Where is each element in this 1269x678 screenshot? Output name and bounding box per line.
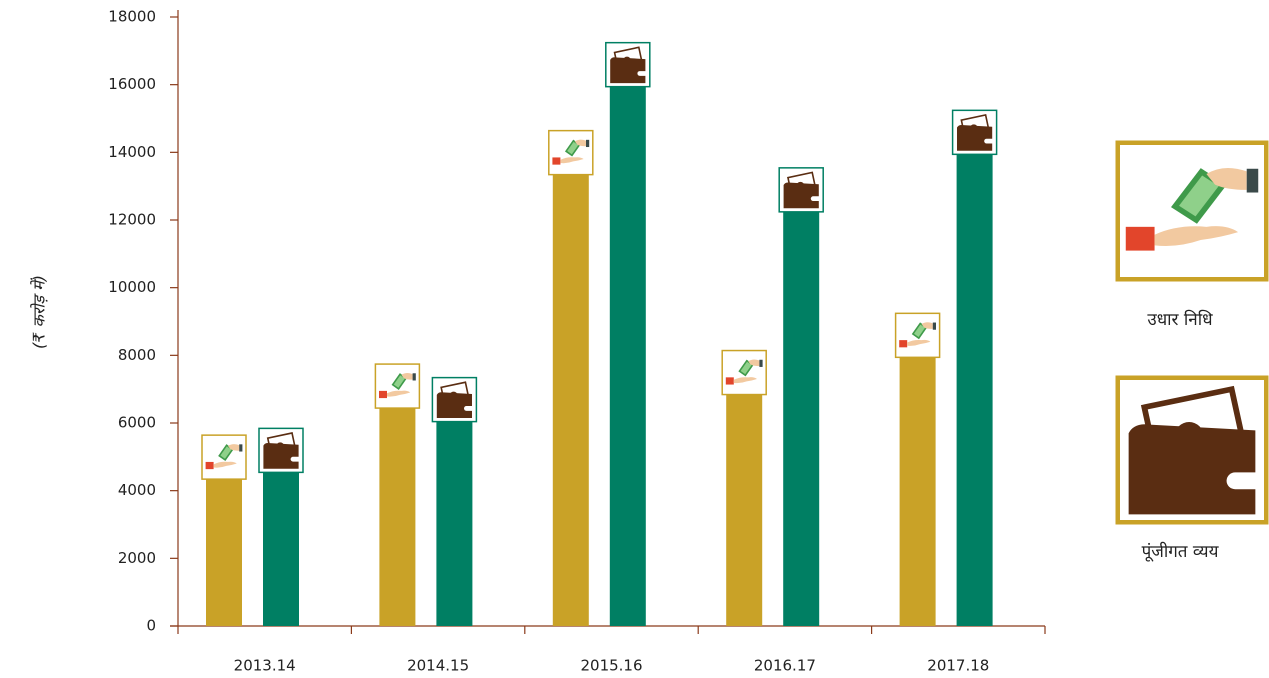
bar — [552, 172, 589, 626]
legend-label: पूंजीगत व्यय — [1142, 541, 1220, 562]
legend-frame — [1115, 375, 1269, 525]
y-tick-label: 16000 — [108, 75, 156, 93]
bar — [379, 406, 416, 626]
bar-icon-image — [377, 366, 418, 407]
bar — [206, 477, 242, 626]
legend-frame — [1115, 140, 1269, 282]
bar-icon-image — [606, 43, 649, 86]
bar-icon — [721, 349, 767, 396]
legend-icon — [1120, 145, 1264, 277]
x-tick-label: 2014.15 — [407, 657, 469, 675]
legend-icon — [1120, 380, 1264, 520]
bar-icon — [374, 363, 421, 409]
legend-label: उधार निधि — [1147, 309, 1213, 330]
bar — [263, 470, 299, 626]
bar-icon-image — [260, 429, 302, 472]
bar — [899, 355, 936, 626]
y-tick-label: 6000 — [118, 414, 156, 432]
y-axis-title: (₹ करोड़ में) — [30, 275, 49, 349]
x-tick-label: 2015.16 — [580, 657, 642, 675]
y-tick-label: 0 — [146, 617, 156, 635]
bar-icon-image — [724, 352, 765, 393]
bar-icon — [201, 434, 247, 480]
y-tick-label: 8000 — [118, 346, 156, 364]
y-tick-label: 4000 — [118, 481, 156, 499]
bar — [726, 392, 763, 626]
bar-icon-image — [780, 169, 823, 211]
bar-icon — [548, 129, 594, 176]
bar-icon-image — [953, 111, 996, 154]
y-tick-label: 10000 — [108, 278, 156, 296]
bar-icon-image — [550, 132, 591, 173]
bar-icon — [894, 312, 941, 359]
y-tick-label: 14000 — [108, 143, 156, 161]
bar-icon-image — [433, 378, 476, 421]
bar-icon — [431, 376, 478, 423]
bar-icon-image — [897, 315, 938, 356]
bar-icon — [605, 41, 651, 88]
bar — [956, 152, 993, 627]
y-tick-label: 18000 — [108, 8, 156, 26]
bar — [783, 209, 820, 626]
y-tick-label: 12000 — [108, 211, 156, 229]
bar — [436, 419, 473, 626]
x-tick-label: 2017.18 — [927, 657, 989, 675]
bar-icon — [258, 427, 304, 474]
x-tick-label: 2016.17 — [754, 657, 816, 675]
y-tick-label: 2000 — [118, 549, 156, 567]
bar — [609, 84, 646, 626]
bar-icon — [951, 109, 998, 156]
bar-icon-image — [204, 437, 244, 478]
bar-icon — [778, 167, 824, 213]
x-tick-label: 2013.14 — [234, 657, 296, 675]
